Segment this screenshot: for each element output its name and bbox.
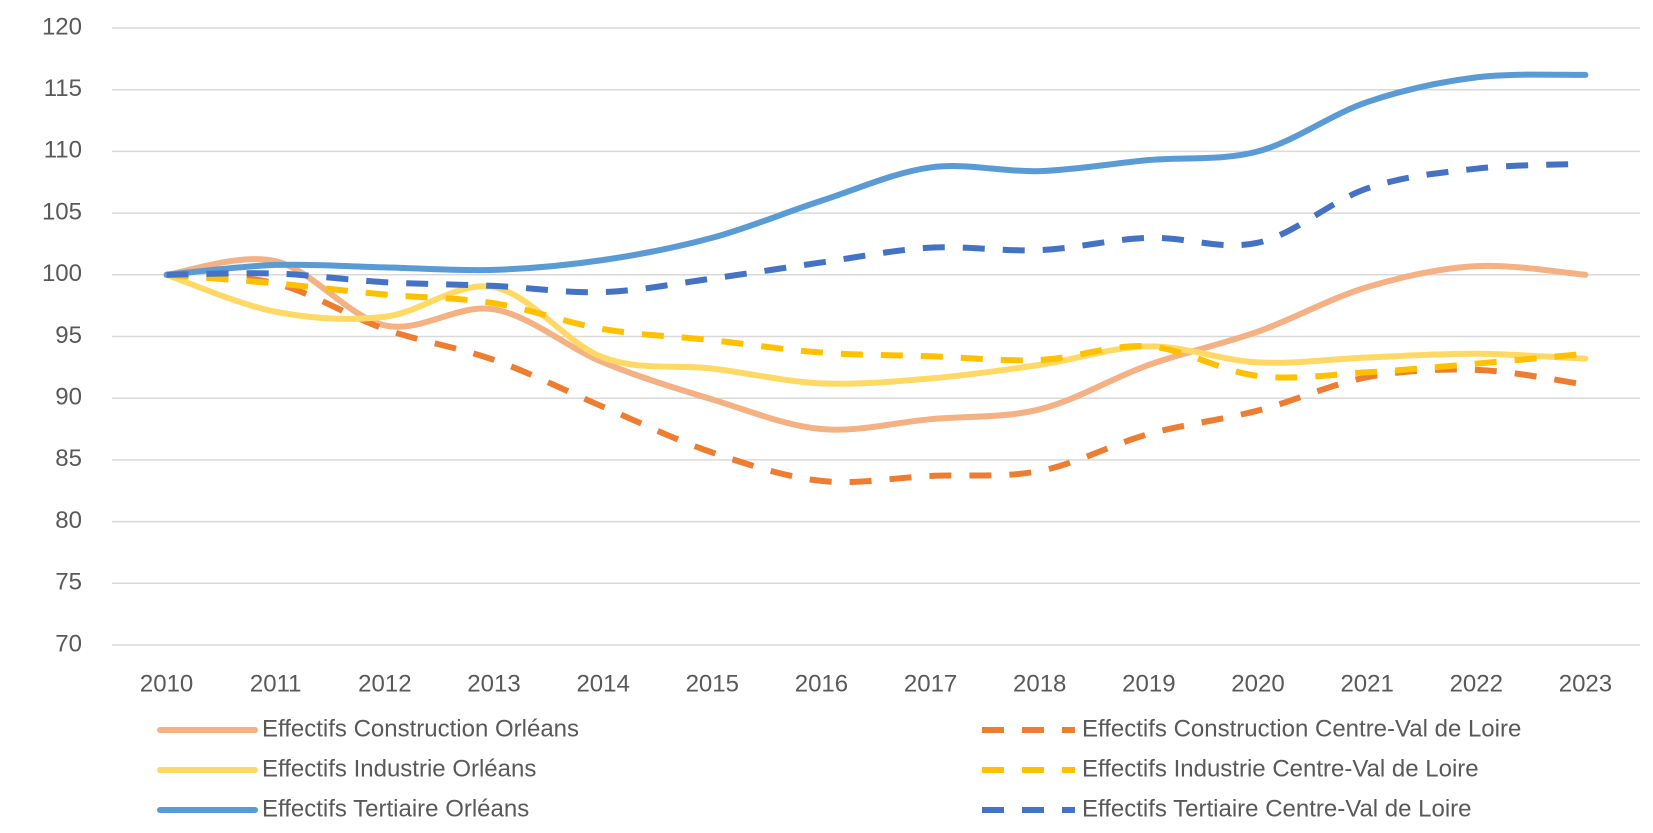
- x-tick-label: 2013: [467, 670, 520, 697]
- y-tick-label: 100: [42, 260, 82, 287]
- legend-label: Effectifs Industrie Orléans: [262, 755, 536, 782]
- y-tick-label: 75: [55, 569, 82, 596]
- legend-label: Effectifs Industrie Centre-Val de Loire: [1082, 755, 1479, 782]
- y-tick-label: 115: [44, 75, 82, 102]
- x-tick-label: 2015: [686, 670, 739, 697]
- y-tick-label: 85: [55, 445, 82, 472]
- series-line: [166, 271, 1586, 381]
- y-tick-label: 105: [42, 198, 82, 225]
- y-tick-label: 80: [55, 507, 82, 534]
- legend-label: Effectifs Construction Centre-Val de Loi…: [1082, 715, 1521, 742]
- x-tick-label: 2012: [358, 670, 411, 697]
- y-tick-label: 70: [55, 630, 82, 657]
- y-tick-label: 90: [55, 384, 82, 411]
- series-line: [163, 256, 1589, 433]
- x-tick-label: 2021: [1340, 670, 1393, 697]
- x-tick-label: 2011: [250, 670, 302, 697]
- y-tick-label: 110: [44, 137, 82, 164]
- series-line: [163, 271, 1589, 387]
- legend-label: Effectifs Tertiaire Centre-Val de Loire: [1082, 795, 1472, 822]
- x-tick-label: 2019: [1122, 670, 1175, 697]
- x-tick-label: 2023: [1559, 670, 1612, 697]
- x-tick-label: 2017: [904, 670, 957, 697]
- series-line: [166, 160, 1586, 296]
- x-tick-label: 2020: [1231, 670, 1284, 697]
- legend-label: Effectifs Tertiaire Orléans: [262, 795, 529, 822]
- x-tick-label: 2022: [1450, 670, 1503, 697]
- y-tick-label: 120: [42, 13, 82, 40]
- series-line: [163, 71, 1589, 278]
- legend-label: Effectifs Construction Orléans: [262, 715, 579, 742]
- x-tick-label: 2016: [795, 670, 848, 697]
- x-tick-label: 2014: [576, 670, 629, 697]
- y-tick-label: 95: [55, 322, 82, 349]
- x-tick-label: 2010: [140, 670, 193, 697]
- series-line: [166, 271, 1586, 486]
- x-tick-label: 2018: [1013, 670, 1066, 697]
